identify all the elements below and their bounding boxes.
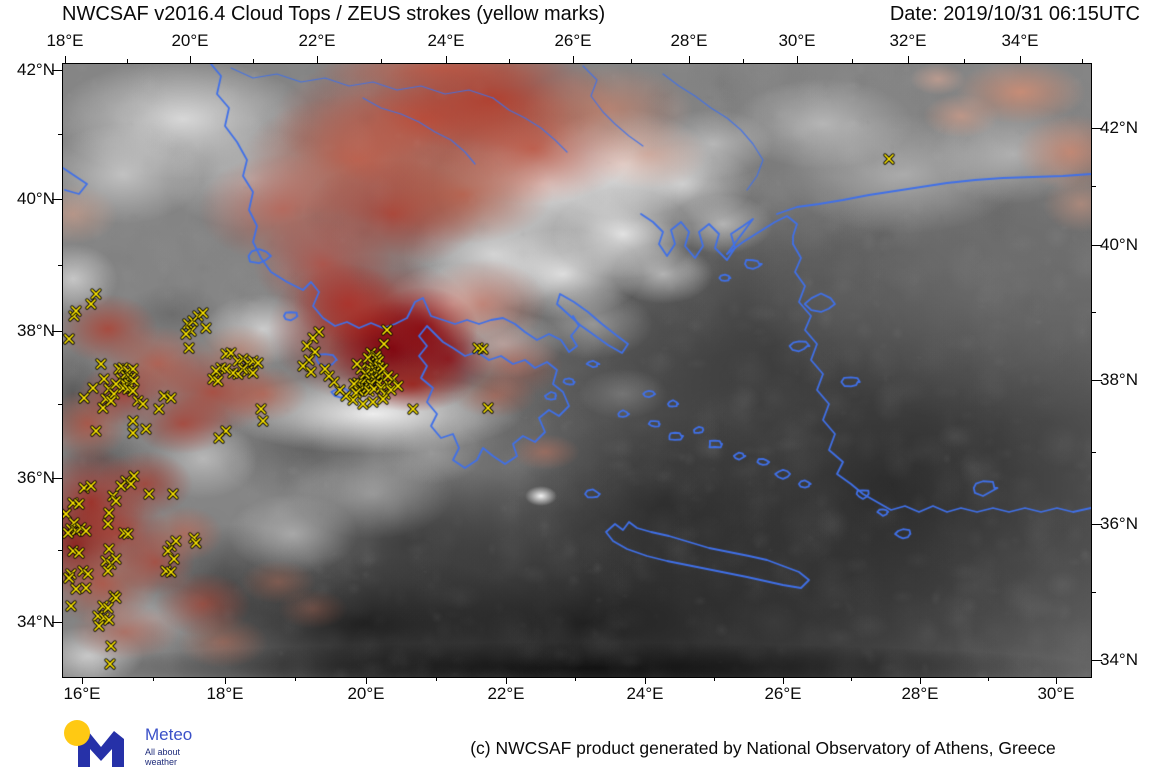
- right-tick: [1092, 244, 1102, 246]
- satellite-map-canvas: [63, 64, 1091, 677]
- bottom-tick: [81, 677, 83, 684]
- page-title: NWCSAF v2016.4 Cloud Tops / ZEUS strokes…: [62, 3, 606, 25]
- top-tick: [445, 56, 447, 63]
- bottom-tick: [713, 677, 715, 681]
- axis-label-top-32°E: 32°E: [889, 31, 927, 50]
- axis-label-left-38°N: 38°N: [17, 321, 55, 340]
- axis-label-bottom-28°E: 28°E: [901, 684, 939, 703]
- left-tick: [58, 549, 62, 551]
- map-frame: [62, 63, 1092, 678]
- top-tick: [64, 56, 66, 63]
- axis-label-left-34°N: 34°N: [17, 612, 55, 631]
- axis-label-top-28°E: 28°E: [670, 31, 708, 50]
- bottom-tick: [505, 677, 507, 684]
- axis-label-top-22°E: 22°E: [298, 31, 336, 50]
- axis-label-bottom-22°E: 22°E: [487, 684, 525, 703]
- axis-label-bottom-20°E: 20°E: [347, 684, 385, 703]
- left-tick: [52, 69, 62, 71]
- meteo-logo-icon: [64, 720, 124, 767]
- left-tick: [58, 264, 62, 266]
- left-tick: [58, 134, 62, 135]
- top-tick: [127, 59, 128, 63]
- axis-label-bottom-30°E: 30°E: [1037, 684, 1075, 703]
- axis-label-top-30°E: 30°E: [778, 31, 816, 50]
- bottom-tick: [575, 677, 576, 681]
- top-tick: [688, 56, 690, 63]
- axis-label-top-18°E: 18°E: [46, 31, 84, 50]
- logo-brand-text: Meteo: [145, 725, 193, 744]
- right-tick: [1092, 451, 1096, 453]
- axis-label-right-40°N: 40°N: [1100, 235, 1138, 254]
- left-tick: [58, 404, 62, 405]
- left-tick: [52, 621, 62, 623]
- top-tick: [316, 56, 318, 63]
- top-tick: [852, 59, 853, 63]
- bottom-tick: [987, 677, 989, 681]
- axis-label-right-34°N: 34°N: [1100, 650, 1138, 669]
- bottom-tick: [295, 677, 296, 681]
- right-tick: [1092, 312, 1096, 313]
- left-tick: [52, 330, 62, 332]
- axis-label-top-26°E: 26°E: [554, 31, 592, 50]
- right-tick: [1092, 591, 1096, 593]
- bottom-tick: [224, 677, 226, 684]
- top-tick: [1082, 59, 1083, 63]
- top-tick: [742, 59, 744, 63]
- bottom-tick: [644, 677, 646, 684]
- top-tick: [907, 56, 909, 63]
- top-tick: [189, 56, 191, 63]
- bottom-tick: [851, 677, 852, 681]
- top-tick: [796, 56, 798, 63]
- axis-label-right-36°N: 36°N: [1100, 514, 1138, 533]
- axis-label-bottom-24°E: 24°E: [626, 684, 664, 703]
- top-tick: [381, 59, 382, 63]
- axis-label-left-40°N: 40°N: [17, 189, 55, 208]
- right-tick: [1092, 186, 1096, 187]
- bottom-tick: [919, 677, 921, 684]
- axis-label-top-34°E: 34°E: [1001, 31, 1039, 50]
- right-tick: [1092, 379, 1102, 381]
- top-tick: [1019, 56, 1021, 63]
- top-tick: [572, 56, 574, 63]
- axis-label-bottom-18°E: 18°E: [206, 684, 244, 703]
- axis-label-bottom-26°E: 26°E: [764, 684, 802, 703]
- bottom-tick: [782, 677, 784, 684]
- axis-label-left-36°N: 36°N: [17, 468, 55, 487]
- bottom-tick: [435, 677, 437, 681]
- top-tick: [630, 59, 632, 63]
- axis-label-right-38°N: 38°N: [1100, 370, 1138, 389]
- left-tick: [52, 198, 62, 200]
- logo-tagline-1: All about: [145, 747, 181, 757]
- top-tick: [963, 59, 965, 63]
- right-tick: [1092, 523, 1102, 525]
- axis-label-left-42°N: 42°N: [17, 60, 55, 79]
- axis-label-top-24°E: 24°E: [427, 31, 465, 50]
- top-tick: [509, 59, 510, 63]
- axis-label-top-20°E: 20°E: [171, 31, 209, 50]
- left-tick: [52, 477, 62, 479]
- copyright-text: (c) NWCSAF product generated by National…: [470, 738, 1056, 758]
- right-tick: [1092, 659, 1102, 661]
- bottom-tick: [1055, 677, 1057, 684]
- bottom-tick: [153, 677, 154, 681]
- axis-label-bottom-16°E: 16°E: [63, 684, 101, 703]
- meteo-logo: Meteo All about weather: [62, 719, 252, 769]
- bottom-tick: [365, 677, 367, 684]
- logo-tagline-2: weather: [145, 757, 178, 767]
- date-label: Date: 2019/10/31 06:15UTC: [889, 3, 1140, 25]
- right-tick: [1092, 127, 1102, 129]
- top-tick: [253, 59, 254, 63]
- axis-label-right-42°N: 42°N: [1100, 118, 1138, 137]
